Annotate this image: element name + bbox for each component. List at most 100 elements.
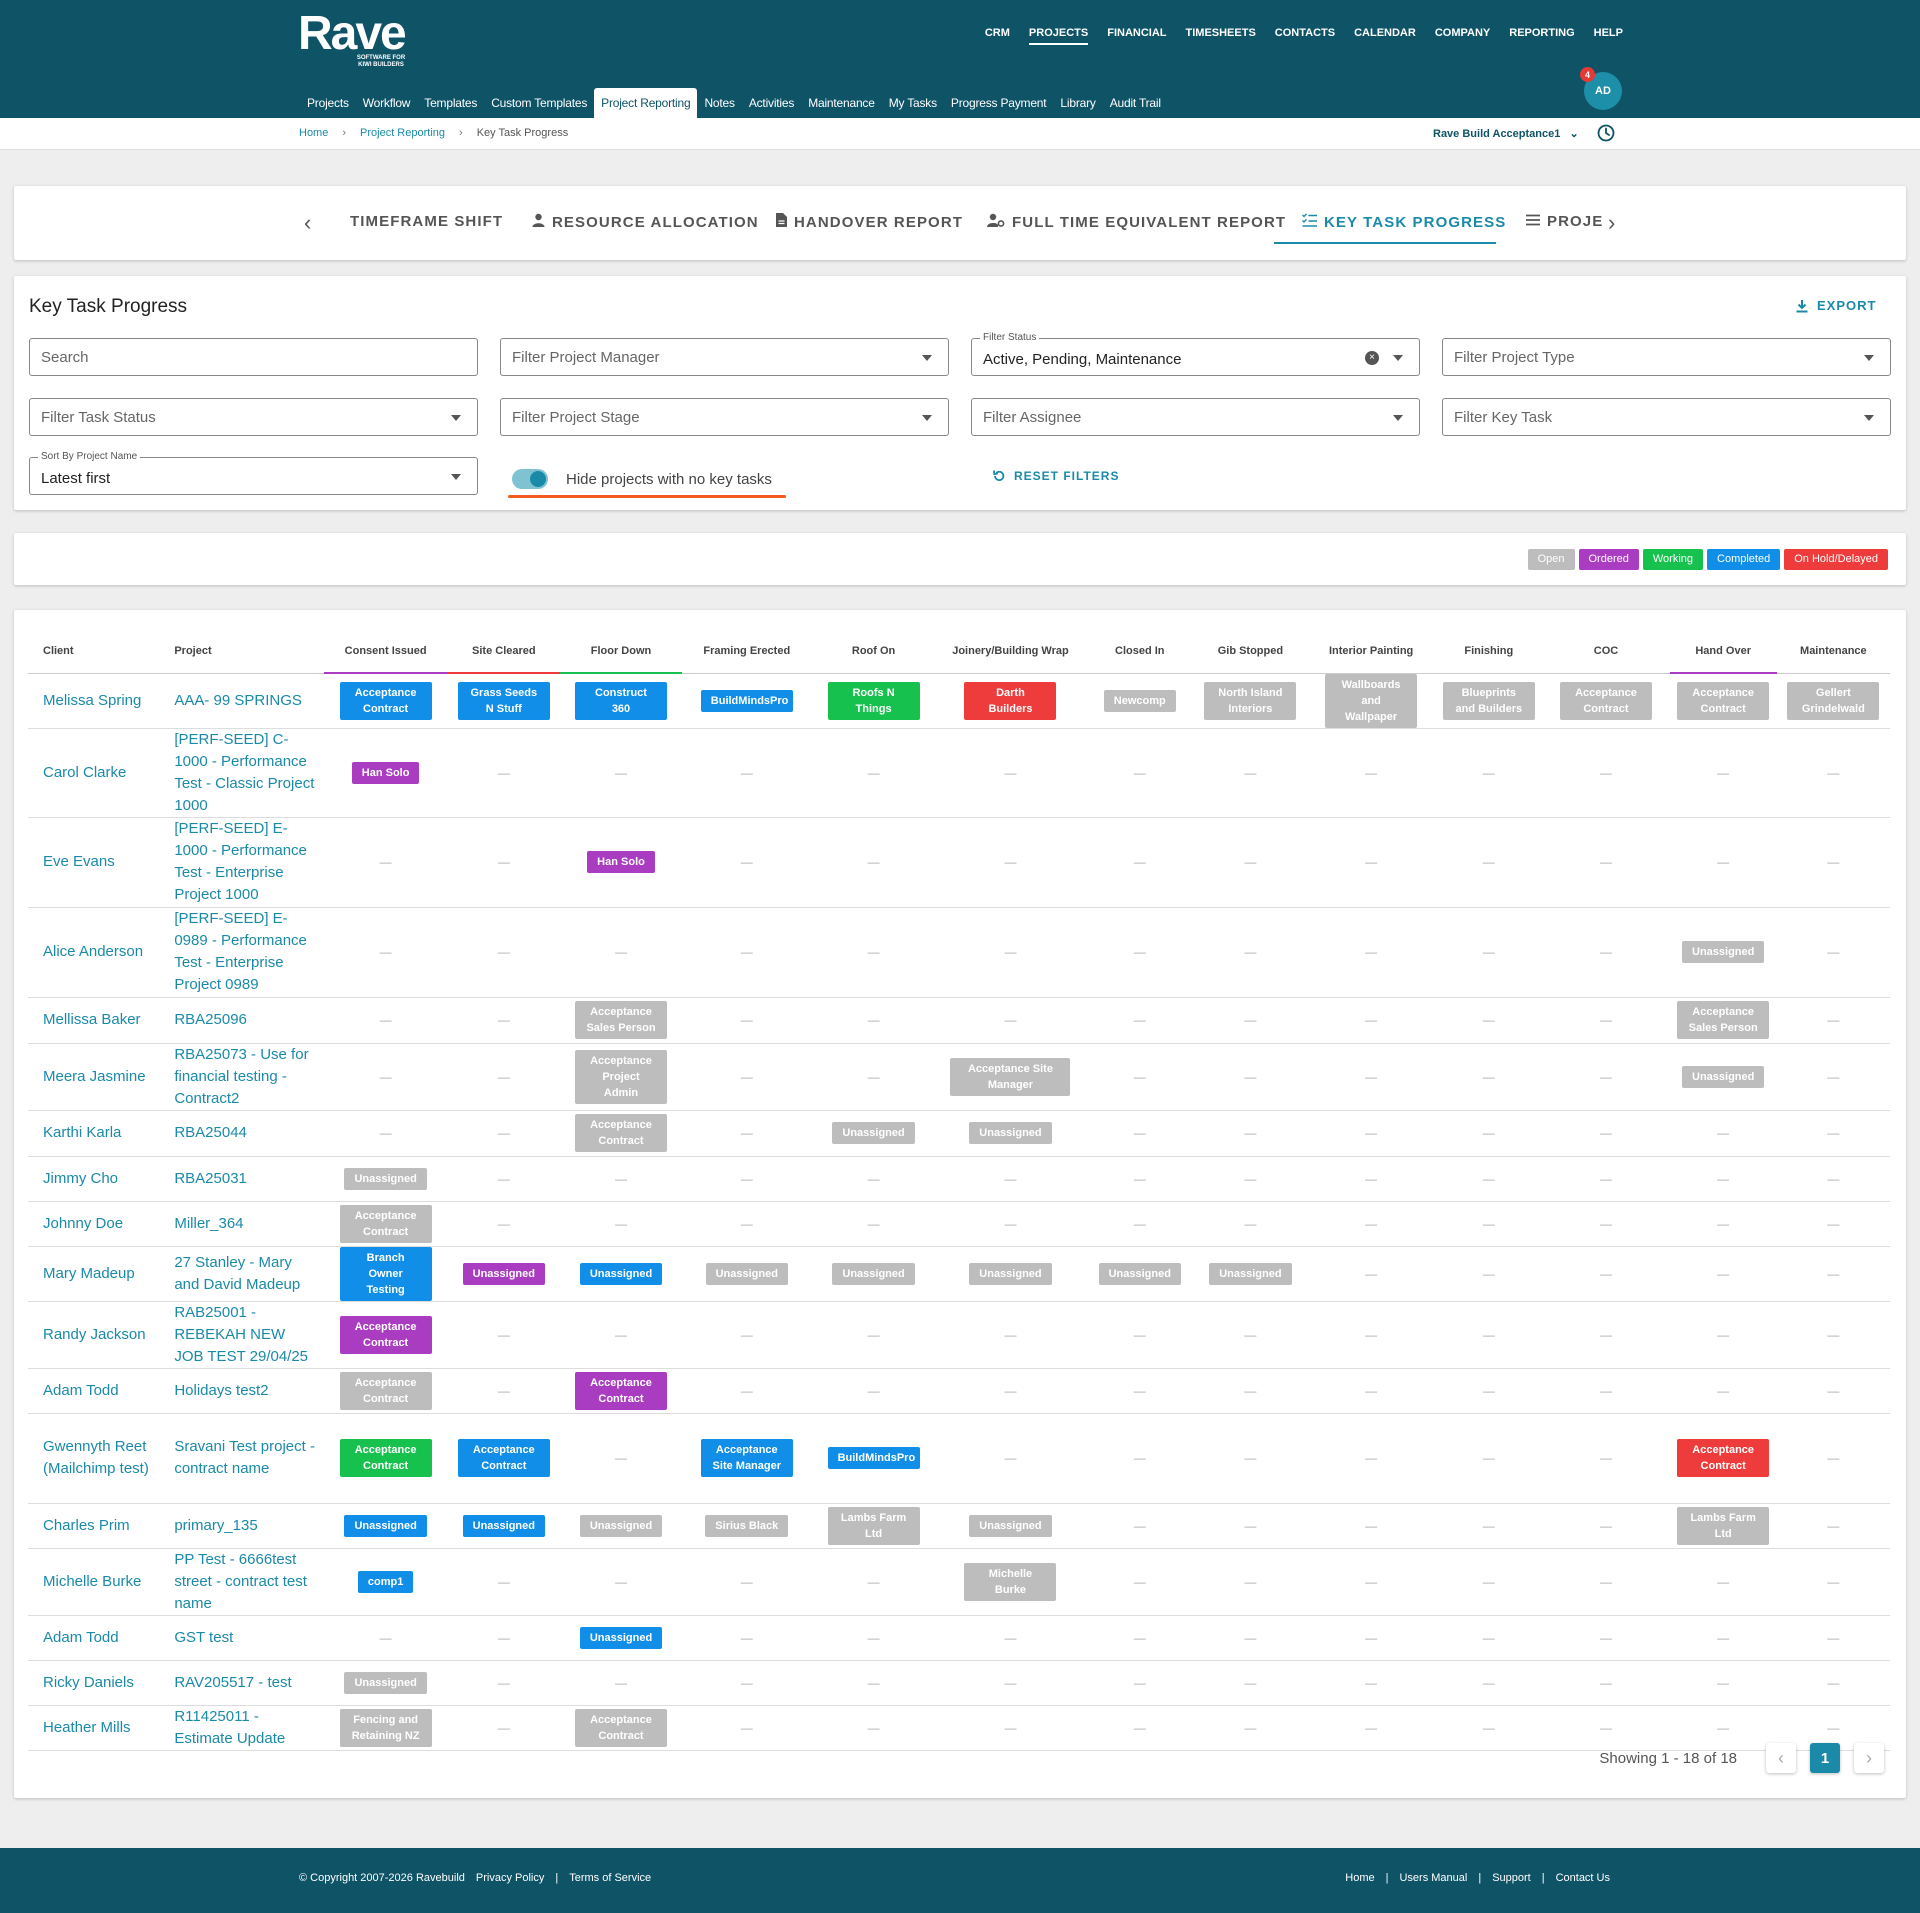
- filter-key-task[interactable]: Filter Key Task: [1442, 398, 1891, 436]
- sub-nav-my-tasks[interactable]: My Tasks: [888, 96, 937, 110]
- task-badge-open[interactable]: Unassigned: [832, 1122, 915, 1145]
- project-link[interactable]: GST test: [159, 1615, 324, 1661]
- project-link[interactable]: R11425011 - Estimate Update: [159, 1705, 324, 1751]
- task-badge-open[interactable]: Acceptance Contract: [1677, 681, 1770, 720]
- task-badge-open[interactable]: Unassigned: [1682, 941, 1765, 964]
- filter-project-stage[interactable]: Filter Project Stage: [500, 398, 949, 436]
- task-badge-open[interactable]: Unassigned: [969, 1262, 1052, 1285]
- clear-icon[interactable]: ×: [1365, 351, 1379, 365]
- top-nav-crm[interactable]: CRM: [984, 27, 1010, 39]
- client-link[interactable]: Jimmy Cho: [28, 1156, 160, 1202]
- task-badge-open[interactable]: Gellert Grindelwald: [1787, 681, 1880, 720]
- project-link[interactable]: RAV205517 - test: [159, 1660, 324, 1706]
- rave-logo[interactable]: Rave SOFTWARE FOR KIWI BUILDERS: [298, 8, 407, 69]
- sub-nav-audit-trail[interactable]: Audit Trail: [1109, 96, 1161, 110]
- footer-link-support[interactable]: Support: [1492, 1872, 1531, 1884]
- filter-task-status[interactable]: Filter Task Status: [29, 398, 478, 436]
- client-link[interactable]: Carol Clarke: [28, 728, 160, 818]
- task-badge-completed[interactable]: Branch Owner Testing: [339, 1246, 432, 1301]
- task-badge-open[interactable]: Newcomp: [1103, 689, 1176, 712]
- task-badge-ordered[interactable]: Han Solo: [351, 761, 420, 784]
- task-badge-open[interactable]: Unassigned: [832, 1262, 915, 1285]
- client-link[interactable]: Ricky Daniels: [28, 1660, 160, 1706]
- task-badge-open[interactable]: Unassigned: [579, 1514, 663, 1537]
- task-badge-completed[interactable]: Acceptance Contract: [339, 681, 432, 720]
- export-button[interactable]: EXPORT: [1795, 298, 1876, 313]
- sub-nav-templates[interactable]: Templates: [424, 96, 478, 110]
- task-badge-open[interactable]: Lambs Farm Ltd: [827, 1506, 920, 1545]
- task-badge-onhold[interactable]: Acceptance Contract: [1677, 1439, 1770, 1477]
- footer-link-contact-us[interactable]: Contact Us: [1555, 1872, 1610, 1884]
- top-nav-help[interactable]: HELP: [1593, 27, 1623, 39]
- project-link[interactable]: Miller_364: [159, 1201, 324, 1247]
- task-badge-ordered[interactable]: Acceptance Contract: [575, 1371, 667, 1410]
- task-badge-open[interactable]: North Island Interiors: [1204, 681, 1297, 720]
- filter-assignee[interactable]: Filter Assignee: [971, 398, 1420, 436]
- terms-of-service-link[interactable]: Terms of Service: [569, 1872, 652, 1884]
- task-badge-open[interactable]: Unassigned: [1209, 1262, 1292, 1285]
- privacy-policy-link[interactable]: Privacy Policy: [475, 1872, 545, 1884]
- client-link[interactable]: Karthi Karla: [28, 1110, 160, 1157]
- project-link[interactable]: 27 Stanley - Mary and David Madeup: [159, 1246, 324, 1302]
- project-link[interactable]: [PERF-SEED] E-0989 - Performance Test - …: [159, 907, 324, 998]
- task-badge-completed[interactable]: BuildMindsPro: [827, 1447, 920, 1470]
- task-badge-completed[interactable]: BuildMindsPro: [700, 689, 793, 712]
- project-link[interactable]: RBA25031: [159, 1156, 324, 1202]
- task-badge-ordered[interactable]: Acceptance Contract: [339, 1315, 432, 1354]
- task-badge-open[interactable]: Unassigned: [1682, 1065, 1765, 1088]
- top-nav-calendar[interactable]: CALENDAR: [1354, 27, 1416, 39]
- tab-resource-allocation[interactable]: RESOURCE ALLOCATION: [532, 213, 759, 231]
- sub-nav-progress-payment[interactable]: Progress Payment: [950, 96, 1047, 110]
- task-badge-ordered[interactable]: Han Solo: [587, 851, 655, 874]
- client-link[interactable]: Johnny Doe: [28, 1201, 160, 1247]
- project-link[interactable]: [PERF-SEED] E-1000 - Performance Test - …: [159, 817, 324, 908]
- breadcrumb-project-reporting[interactable]: Project Reporting: [360, 127, 446, 139]
- task-badge-completed[interactable]: Acceptance Site Manager: [700, 1439, 793, 1477]
- filter-status[interactable]: Filter Status Active, Pending, Maintenan…: [971, 332, 1420, 376]
- sub-nav-notes[interactable]: Notes: [704, 96, 735, 110]
- top-nav-financial[interactable]: FINANCIAL: [1107, 27, 1167, 39]
- tab-key-task-progress[interactable]: KEY TASK PROGRESS: [1302, 213, 1506, 231]
- task-badge-completed[interactable]: Unassigned: [579, 1626, 663, 1649]
- task-badge-open[interactable]: Unassigned: [969, 1122, 1052, 1145]
- task-badge-open[interactable]: Unassigned: [344, 1671, 427, 1694]
- task-badge-completed[interactable]: Unassigned: [344, 1514, 427, 1537]
- project-link[interactable]: RBA25073 - Use for financial testing - C…: [159, 1043, 324, 1111]
- top-nav-projects[interactable]: PROJECTS: [1028, 27, 1089, 45]
- notification-badge[interactable]: 4: [1580, 67, 1595, 82]
- task-badge-open[interactable]: Unassigned: [969, 1514, 1052, 1537]
- task-badge-open[interactable]: Acceptance Contract: [1559, 681, 1652, 720]
- sub-nav-custom-templates[interactable]: Custom Templates: [491, 96, 588, 110]
- project-link[interactable]: Sravani Test project - contract name: [159, 1413, 324, 1504]
- task-badge-working[interactable]: Roofs N Things: [827, 681, 920, 720]
- task-badge-onhold[interactable]: Darth Builders: [964, 681, 1057, 720]
- task-badge-open[interactable]: Acceptance Sales Person: [1677, 1001, 1770, 1039]
- task-badge-open[interactable]: Lambs Farm Ltd: [1677, 1506, 1770, 1545]
- task-badge-open[interactable]: Blueprints and Builders: [1442, 681, 1535, 720]
- sub-nav-maintenance[interactable]: Maintenance: [808, 96, 875, 110]
- previous-page-button[interactable]: ‹: [1766, 1743, 1796, 1773]
- task-badge-open[interactable]: Unassigned: [705, 1262, 788, 1285]
- filter-project-manager[interactable]: Filter Project Manager: [500, 338, 949, 376]
- footer-link-home[interactable]: Home: [1345, 1872, 1375, 1884]
- client-link[interactable]: Charles Prim: [28, 1503, 160, 1549]
- task-badge-completed[interactable]: Acceptance Contract: [457, 1439, 550, 1477]
- project-link[interactable]: RBA25096: [159, 997, 324, 1044]
- reset-filters-button[interactable]: RESET FILTERS: [992, 469, 1119, 483]
- organisation-selector[interactable]: Rave Build Acceptance1 ⌄: [1433, 127, 1579, 140]
- project-link[interactable]: Holidays test2: [159, 1368, 324, 1414]
- client-link[interactable]: Meera Jasmine: [28, 1043, 160, 1111]
- search-input[interactable]: Search: [29, 338, 478, 376]
- task-badge-open[interactable]: Acceptance Contract: [339, 1204, 432, 1243]
- task-badge-open[interactable]: Acceptance Contract: [575, 1114, 667, 1152]
- tab-timeframe-shift[interactable]: TIMEFRAME SHIFT: [350, 213, 503, 230]
- project-link[interactable]: RAB25001 - REBEKAH NEW JOB TEST 29/04/25: [159, 1301, 324, 1369]
- filter-project-type[interactable]: Filter Project Type: [1442, 338, 1891, 376]
- project-link[interactable]: [PERF-SEED] C-1000 - Performance Test - …: [159, 728, 324, 818]
- client-link[interactable]: Eve Evans: [28, 817, 160, 908]
- breadcrumb-home[interactable]: Home: [299, 127, 329, 139]
- page-1-button[interactable]: 1: [1810, 1743, 1840, 1773]
- sub-nav-workflow[interactable]: Workflow: [362, 96, 411, 110]
- history-clock-icon[interactable]: [1596, 123, 1616, 143]
- task-badge-open[interactable]: Sirius Black: [705, 1514, 789, 1537]
